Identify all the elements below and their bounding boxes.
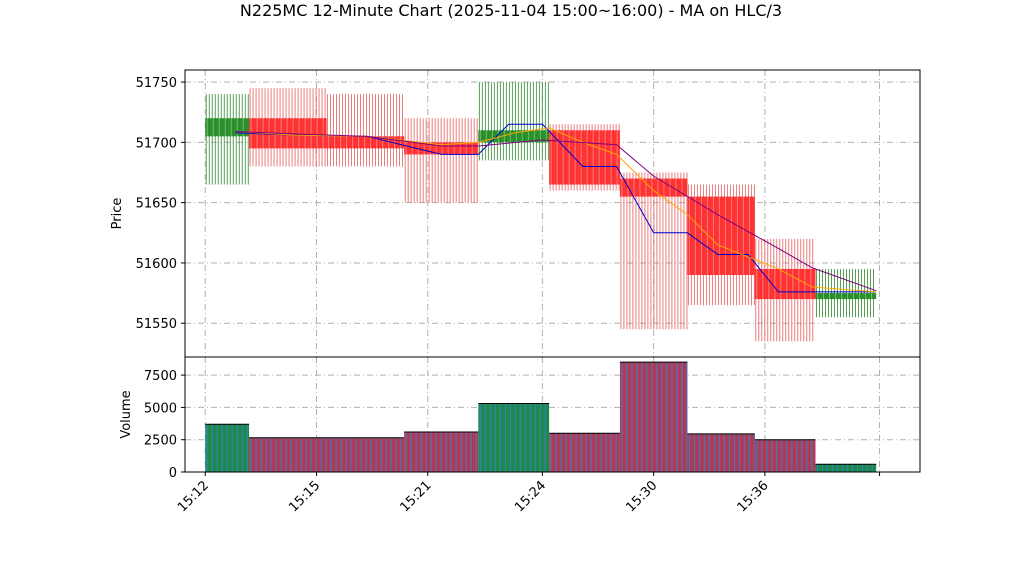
candle — [478, 82, 550, 161]
price-ytick-label: 51550 — [136, 317, 177, 332]
candle-body — [549, 130, 620, 185]
volume-bar — [619, 361, 688, 472]
volume-bar — [815, 463, 877, 472]
candle-body — [619, 178, 688, 197]
volume-frame — [184, 356, 921, 473]
ma-line — [235, 127, 877, 293]
volume-bar-fill — [754, 439, 816, 472]
candle — [687, 184, 755, 306]
price-ytick-label: 51700 — [136, 136, 177, 151]
volume-ytick-label: 5000 — [144, 401, 177, 416]
volume-bar-fill — [687, 433, 755, 472]
volume-ytick-label: 0 — [169, 466, 177, 481]
volume-bar — [754, 439, 816, 472]
volume-bar — [549, 432, 620, 472]
volume-ylabel: Volume — [119, 390, 134, 438]
candle-body — [478, 130, 550, 143]
volume-bar — [205, 423, 250, 472]
x-tick-label: 15:21 — [397, 478, 434, 515]
x-tick-label: 15:36 — [735, 478, 772, 515]
candle-body — [687, 196, 755, 275]
volume-bar — [478, 403, 550, 472]
candle — [249, 88, 327, 167]
candle — [326, 94, 405, 167]
candle-body — [815, 293, 877, 300]
volume-ytick-label: 7500 — [144, 369, 177, 384]
x-tick-label: 15:24 — [512, 478, 549, 515]
volume-bar-fill — [619, 362, 688, 472]
x-tick-label: 15:12 — [175, 478, 212, 515]
volume-panel: 0 2500 5000 7500 Volume — [119, 356, 921, 481]
price-ytick-label: 51600 — [136, 257, 177, 272]
volume-bar-fill — [815, 464, 877, 472]
volume-bar — [404, 431, 479, 472]
price-ytick-label: 51750 — [136, 76, 177, 91]
price-ytick-label: 51650 — [136, 197, 177, 212]
candle-body — [404, 142, 479, 155]
candle — [205, 94, 250, 185]
candle-body — [205, 118, 250, 137]
candle — [619, 172, 688, 330]
x-tick-label: 15:30 — [623, 478, 660, 515]
candle — [404, 118, 479, 203]
candle — [754, 238, 816, 342]
ma-line — [235, 123, 877, 293]
chart-title: N225MC 12-Minute Chart (2025-11-04 15:00… — [240, 1, 782, 20]
x-axis: 15:12 15:15 15:21 15:24 15:30 15:36 — [175, 472, 881, 515]
volume-ytick-label: 2500 — [144, 434, 177, 449]
ma-line — [235, 131, 877, 292]
price-panel: 51550 51600 51650 51700 51750 Price — [110, 69, 921, 358]
candle — [549, 124, 620, 191]
candle-body — [326, 136, 405, 149]
price-ylabel: Price — [110, 198, 125, 230]
x-tick-label: 15:15 — [286, 478, 323, 515]
volume-bar — [249, 437, 405, 472]
volume-bar-fill — [478, 403, 550, 472]
volume-bar-fill — [549, 433, 620, 472]
candle-body — [754, 268, 816, 300]
volume-bar — [687, 433, 755, 472]
candle — [815, 268, 877, 318]
